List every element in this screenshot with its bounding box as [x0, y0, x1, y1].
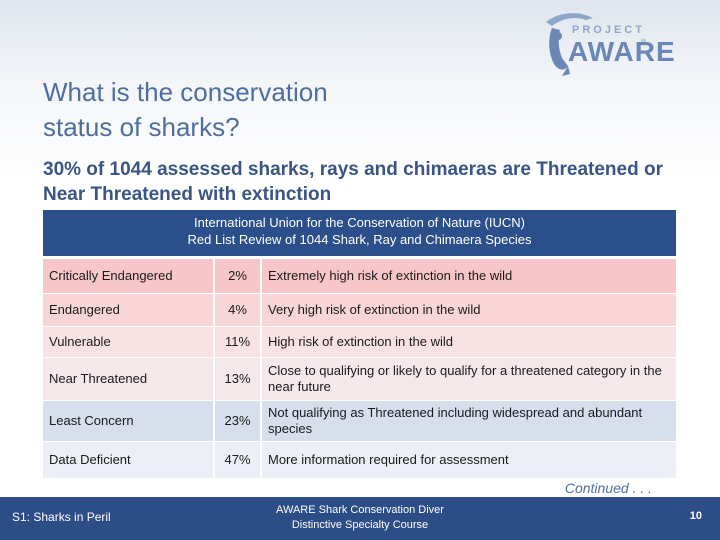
- table-row: Data Deficient 47% More information requ…: [43, 441, 676, 478]
- table-header-line-1: International Union for the Conservation…: [194, 215, 525, 230]
- logo-project-text: PROJECT: [572, 24, 645, 36]
- page-subtitle: 30% of 1044 assessed sharks, rays and ch…: [43, 159, 663, 205]
- page-title-line-2: status of sharks?: [43, 112, 240, 142]
- table-row: Least Concern 23% Not qualifying as Thre…: [43, 400, 676, 441]
- project-aware-logo: PROJECT AWARE ®: [538, 8, 675, 80]
- footer-bar: S1: Sharks in Peril AWARE Shark Conserva…: [0, 497, 720, 540]
- status-cell: Endangered: [43, 294, 215, 326]
- description-cell: Extremely high risk of extinction in the…: [262, 259, 676, 293]
- logo-aware-text: AWARE: [568, 36, 676, 67]
- table-header: International Union for the Conservation…: [43, 210, 676, 256]
- table-header-line-2: Red List Review of 1044 Shark, Ray and C…: [187, 232, 532, 247]
- footer-section-label: S1: Sharks in Peril: [12, 510, 111, 524]
- status-cell: Least Concern: [43, 401, 215, 441]
- table-row: Endangered 4% Very high risk of extincti…: [43, 293, 676, 326]
- percent-cell: 13%: [215, 358, 262, 400]
- status-cell: Critically Endangered: [43, 259, 215, 293]
- logo-trademark: ®: [641, 39, 647, 46]
- percent-cell: 4%: [215, 294, 262, 326]
- status-table: Critically Endangered 2% Extremely high …: [43, 258, 676, 478]
- page-title-line-1: What is the conservation: [43, 77, 328, 107]
- footer-course-line-1: AWARE Shark Conservation Diver: [276, 504, 444, 516]
- status-cell: Vulnerable: [43, 327, 215, 357]
- description-cell: High risk of extinction in the wild: [262, 327, 676, 357]
- status-cell: Data Deficient: [43, 442, 215, 478]
- table-row: Critically Endangered 2% Extremely high …: [43, 258, 676, 293]
- continued-label: Continued . . .: [564, 480, 652, 496]
- description-cell: More information required for assessment: [262, 442, 676, 478]
- percent-cell: 47%: [215, 442, 262, 478]
- shark-diver-icon: [546, 13, 593, 76]
- percent-cell: 2%: [215, 259, 262, 293]
- footer-course-line-2: Distinctive Specialty Course: [291, 519, 429, 531]
- percent-cell: 11%: [215, 327, 262, 357]
- table-row: Vulnerable 11% High risk of extinction i…: [43, 326, 676, 357]
- percent-cell: 23%: [215, 401, 262, 441]
- description-cell: Close to qualifying or likely to qualify…: [262, 358, 676, 400]
- description-cell: Very high risk of extinction in the wild: [262, 294, 676, 326]
- description-cell: Not qualifying as Threatened including w…: [262, 401, 676, 441]
- page-number: 10: [689, 510, 702, 522]
- table-row: Near Threatened 13% Close to qualifying …: [43, 357, 676, 400]
- page-title: What is the conservation status of shark…: [43, 75, 493, 145]
- footer-course-title: AWARE Shark Conservation Diver Distincti…: [250, 503, 470, 533]
- status-cell: Near Threatened: [43, 358, 215, 400]
